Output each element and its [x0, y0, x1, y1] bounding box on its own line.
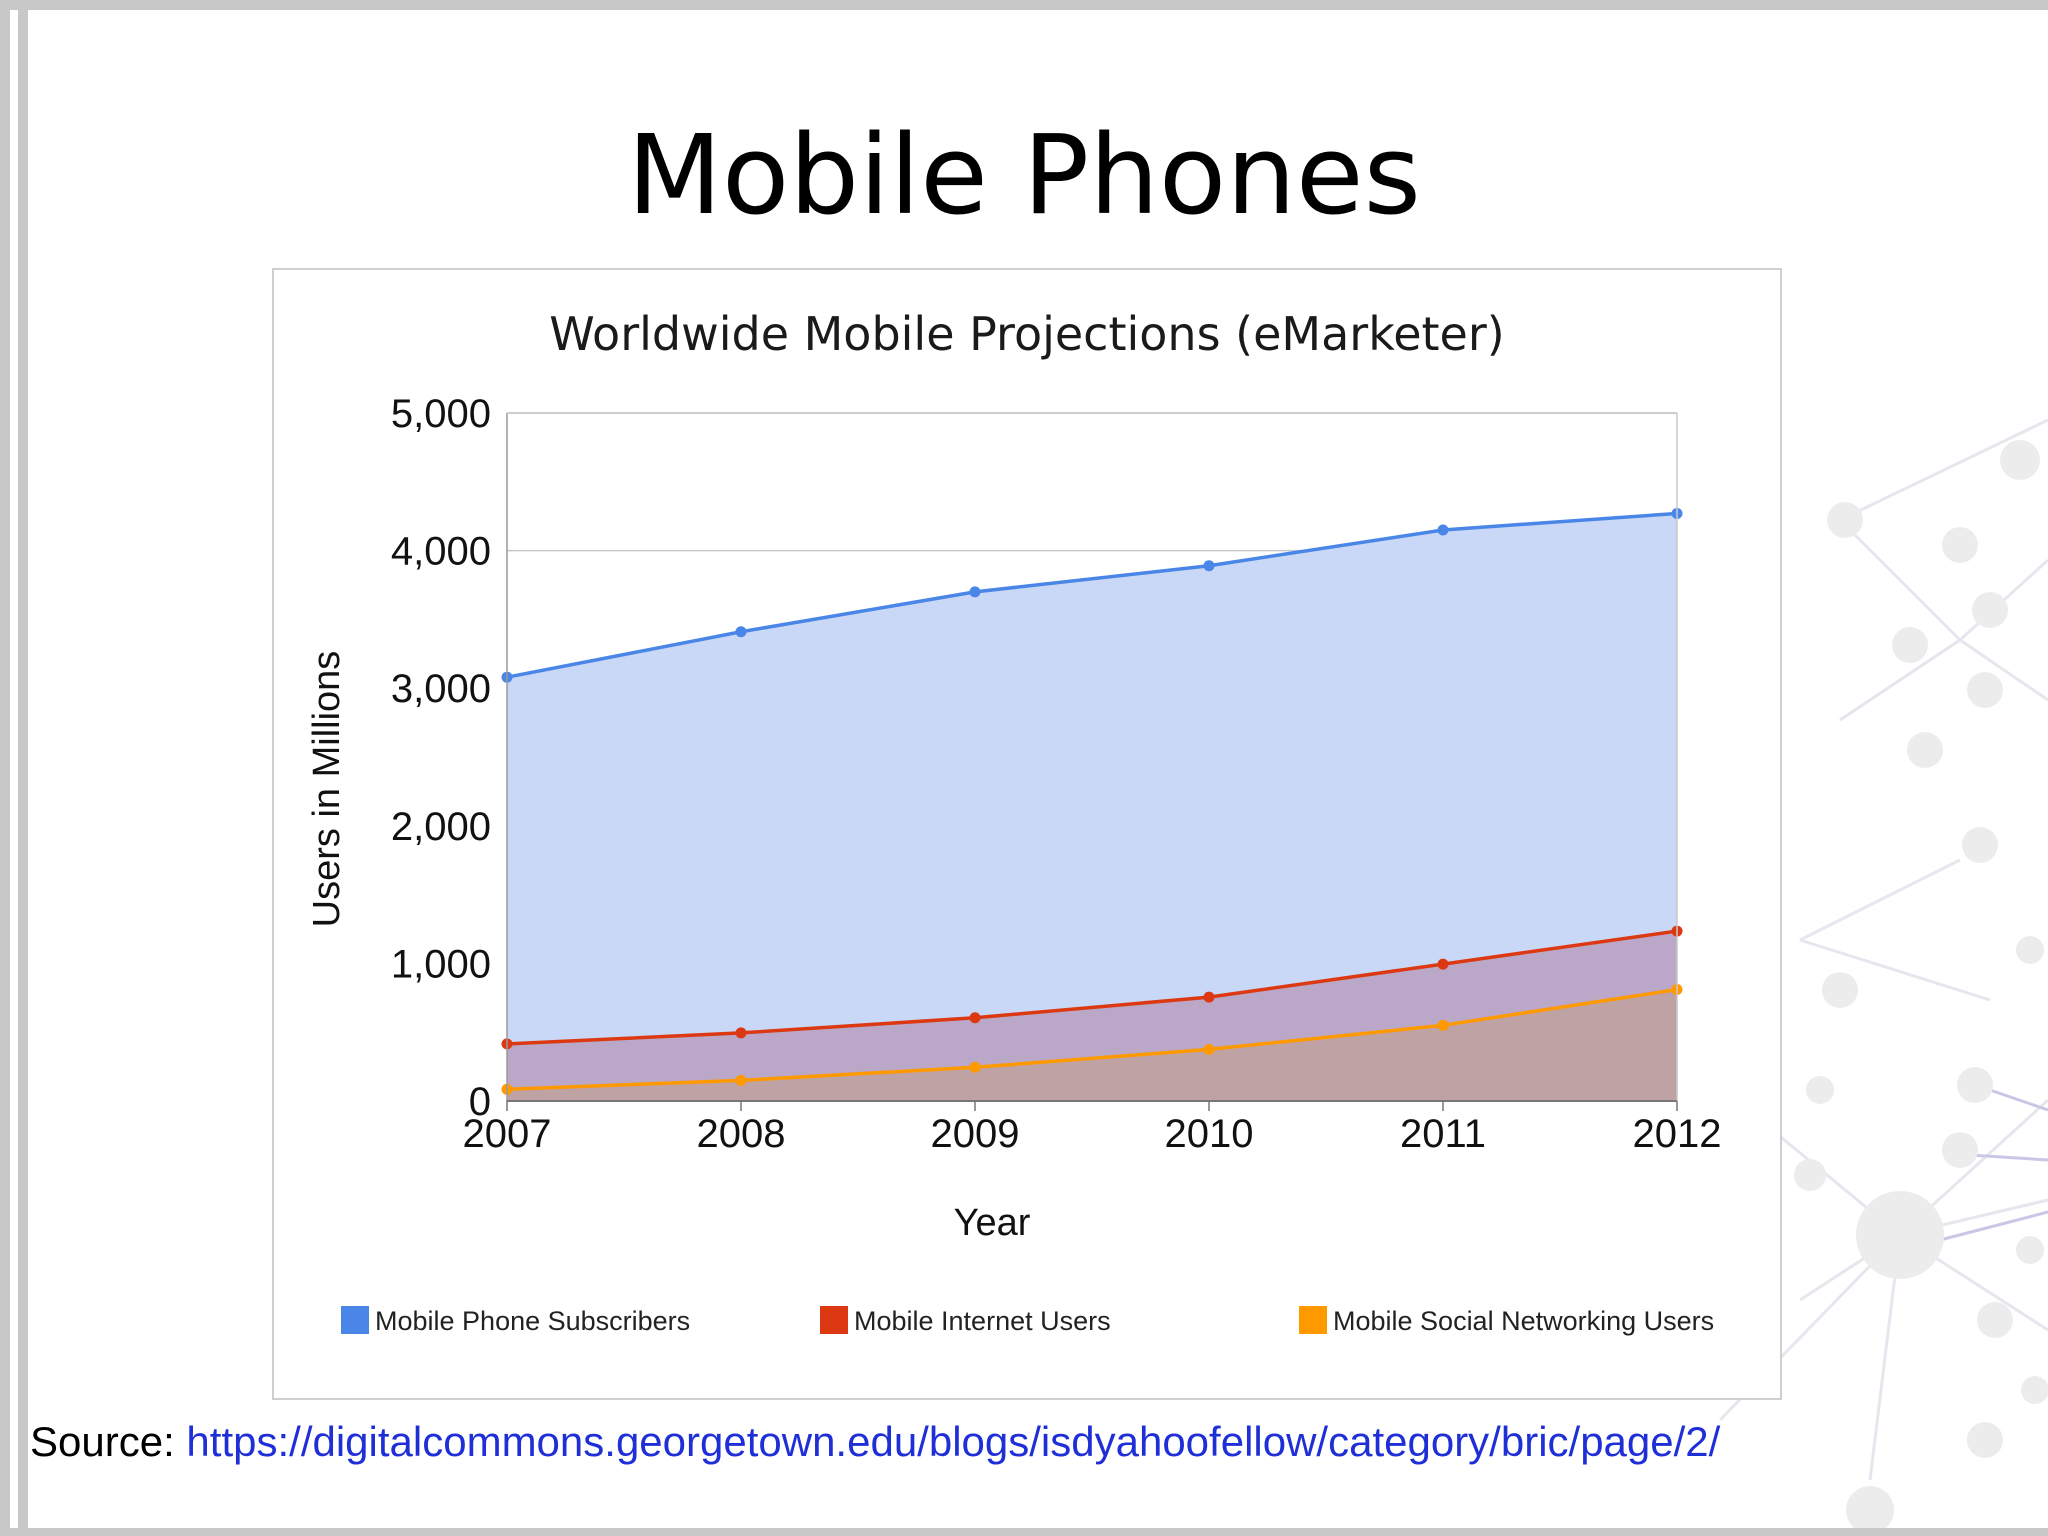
- slide-title: Mobile Phones: [627, 111, 1421, 239]
- point-series-2-2010: [1203, 1043, 1215, 1055]
- y-tick-label-2: 2,000: [391, 805, 491, 849]
- y-tick-label-5: 5,000: [391, 392, 491, 436]
- axes: [506, 412, 1678, 1111]
- x-axis-label: Year: [954, 1202, 1031, 1244]
- x-tick-label-2009: 2009: [931, 1112, 1020, 1156]
- area-series-0: [507, 513, 1677, 1101]
- x-tick-label-2010: 2010: [1165, 1112, 1254, 1156]
- x-tick-label-2008: 2008: [697, 1112, 786, 1156]
- legend-swatch-1: [820, 1306, 848, 1334]
- x-tick-label-2012: 2012: [1633, 1112, 1722, 1156]
- point-series-0-2010: [1203, 560, 1215, 572]
- y-tick-label-0: 0: [469, 1080, 491, 1124]
- x-tick-labels: 2007 2008 2009 2010 2011 2012: [463, 1112, 1722, 1156]
- series-areas: [507, 513, 1677, 1101]
- source-label: Source:: [30, 1418, 187, 1465]
- legend: Mobile Phone Subscribers Mobile Internet …: [341, 1306, 1714, 1336]
- chart-title: Worldwide Mobile Projections (eMarketer): [549, 307, 1504, 361]
- point-series-0-2009: [969, 586, 981, 598]
- point-series-2-2011: [1437, 1019, 1449, 1031]
- legend-swatch-2: [1299, 1306, 1327, 1334]
- frame-border-bottom: [0, 1528, 2048, 1536]
- point-series-1-2010: [1203, 991, 1215, 1003]
- source-citation: Source: https://digitalcommons.georgetow…: [30, 1418, 1720, 1466]
- area-chart: Worldwide Mobile Projections (eMarketer)…: [306, 307, 1722, 1336]
- legend-swatch-0: [341, 1306, 369, 1334]
- x-tick-label-2007: 2007: [463, 1112, 552, 1156]
- point-series-2-2008: [735, 1074, 747, 1086]
- line-series-1: [506, 929, 1678, 1046]
- frame-border-top: [0, 0, 2048, 10]
- frame-border-left-inner: [18, 0, 28, 1536]
- y-axis-label: Users in Millions: [306, 651, 348, 928]
- point-series-1-2009: [969, 1012, 981, 1024]
- y-tick-label-3: 3,000: [391, 667, 491, 711]
- point-series-2-2009: [969, 1061, 981, 1073]
- source-link[interactable]: https://digitalcommons.georgetown.edu/bl…: [186, 1418, 1721, 1465]
- line-series-2: [506, 987, 1678, 1092]
- line-series-0: [506, 511, 1678, 679]
- legend-label-0: Mobile Phone Subscribers: [375, 1306, 690, 1336]
- point-series-0-2011: [1437, 524, 1449, 536]
- legend-label-2: Mobile Social Networking Users: [1333, 1306, 1714, 1336]
- point-series-0-2008: [735, 626, 747, 638]
- y-tick-label-1: 1,000: [391, 942, 491, 986]
- series-lines: [506, 511, 1678, 1092]
- x-tick-label-2011: 2011: [1400, 1112, 1486, 1156]
- legend-label-1: Mobile Internet Users: [854, 1306, 1111, 1336]
- point-series-1-2011: [1437, 958, 1449, 970]
- frame-border-left: [0, 0, 10, 1536]
- y-tick-label-4: 4,000: [391, 530, 491, 574]
- chart-container: Worldwide Mobile Projections (eMarketer)…: [272, 268, 1782, 1400]
- point-series-1-2008: [735, 1027, 747, 1039]
- y-tick-labels: 0 1,000 2,000 3,000 4,000 5,000: [391, 392, 491, 1124]
- area-series-2: [507, 989, 1677, 1101]
